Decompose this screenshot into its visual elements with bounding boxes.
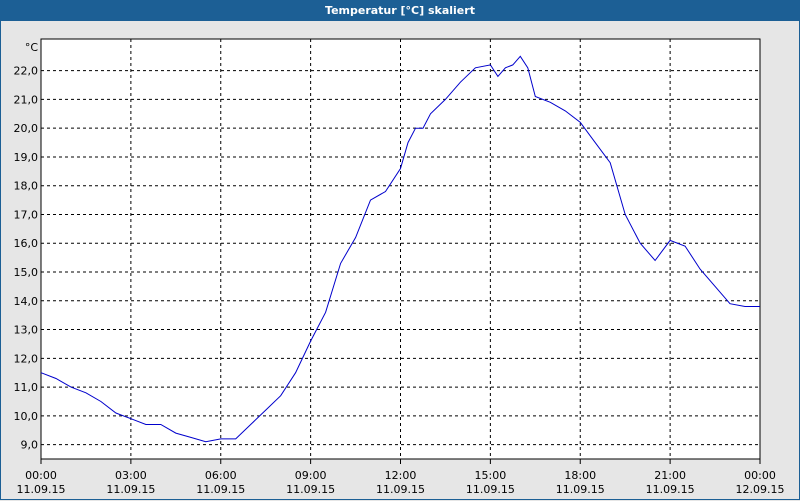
y-tick-label: 9,0 — [21, 439, 39, 452]
x-tick-date: 12.09.15 — [736, 483, 785, 496]
x-tick-date: 11.09.15 — [106, 483, 155, 496]
y-tick-label: 14,0 — [14, 295, 39, 308]
x-tick-time: 06:00 — [205, 469, 237, 482]
x-tick-time: 00:00 — [744, 469, 776, 482]
x-tick-date: 11.09.15 — [376, 483, 425, 496]
y-tick-label: 16,0 — [14, 237, 39, 250]
x-tick-date: 11.09.15 — [646, 483, 695, 496]
x-tick-date: 11.09.15 — [196, 483, 245, 496]
y-tick-label: 15,0 — [14, 266, 39, 279]
x-tick-time: 21:00 — [654, 469, 686, 482]
y-tick-label: 21,0 — [14, 93, 39, 106]
y-tick-label: 12,0 — [14, 352, 39, 365]
y-tick-label: 11,0 — [14, 381, 39, 394]
x-tick-time: 00:00 — [25, 469, 57, 482]
y-tick-label: 17,0 — [14, 208, 39, 221]
x-tick-time: 18:00 — [564, 469, 596, 482]
x-tick-date: 11.09.15 — [17, 483, 66, 496]
y-tick-label: 13,0 — [14, 324, 39, 337]
y-tick-label: 18,0 — [14, 180, 39, 193]
window-title: Temperatur [°C] skaliert — [1, 1, 799, 21]
x-tick-date: 11.09.15 — [286, 483, 335, 496]
x-tick-date: 11.09.15 — [466, 483, 515, 496]
y-tick-label: 22,0 — [14, 65, 39, 78]
temperature-series-line — [40, 55, 760, 443]
x-tick-time: 03:00 — [115, 469, 147, 482]
x-tick-time: 12:00 — [385, 469, 417, 482]
y-tick-label: 19,0 — [14, 151, 39, 164]
y-tick-label: 20,0 — [14, 122, 39, 135]
x-tick-time: 15:00 — [475, 469, 507, 482]
temperature-chart: 9,0 10,0 11,0 12,0 13,0 14,0 15,0 16,0 17,0 18,0 1… — [14, 38, 785, 496]
x-tick-date: 11.09.15 — [556, 483, 605, 496]
y-tick-label: 10,0 — [14, 410, 39, 423]
y-axis-unit: °C — [25, 41, 39, 54]
x-tick-time: 09:00 — [295, 469, 327, 482]
